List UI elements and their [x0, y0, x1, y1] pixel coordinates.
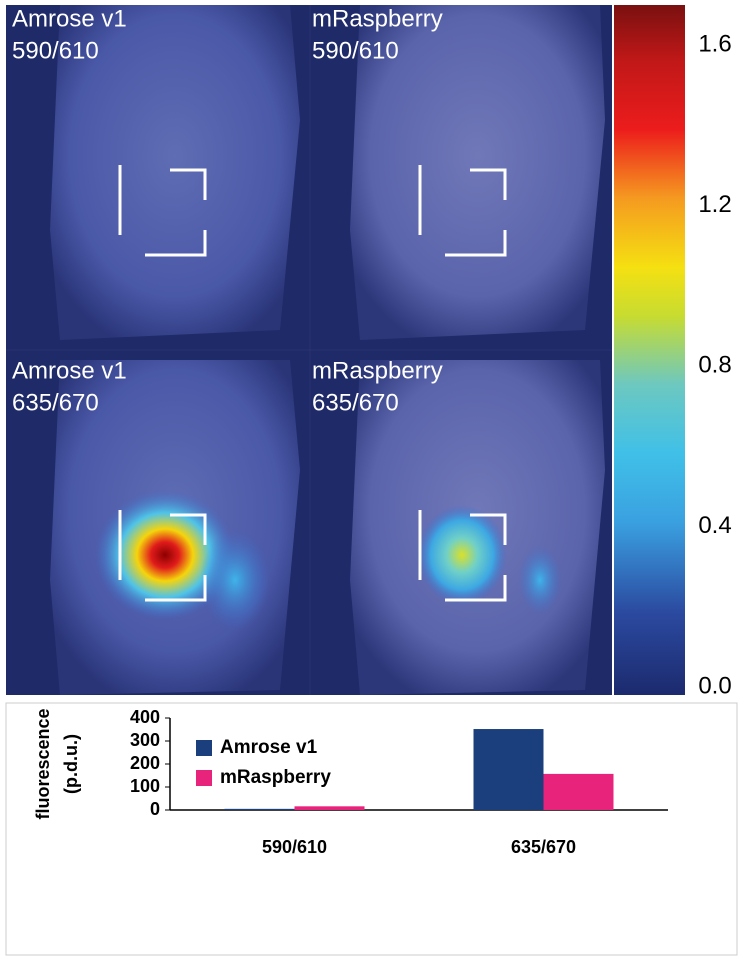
- panel-label: mRaspberry: [312, 5, 443, 32]
- bar: [224, 808, 295, 810]
- bar: [543, 773, 614, 810]
- y-tick-label: 400: [130, 707, 160, 727]
- legend-label: Amrose v1: [220, 737, 318, 758]
- chart-frame: [5, 702, 738, 956]
- panel-label: 590/610: [12, 37, 99, 64]
- y-tick-label: 300: [130, 730, 160, 750]
- y-axis-label: fluorescence: [33, 708, 53, 819]
- bar: [294, 806, 365, 810]
- y-tick-label: 200: [130, 753, 160, 773]
- colorbar-tick-label: 0.8: [698, 351, 731, 378]
- y-axis-label: (p.d.u.): [61, 734, 81, 794]
- colorbar-tick-label: 1.2: [698, 191, 731, 218]
- panel-label: 635/670: [12, 389, 99, 416]
- colorbar: [614, 5, 685, 695]
- colorbar-tick-label: 0.0: [698, 672, 731, 699]
- legend-swatch: [196, 740, 212, 756]
- legend-swatch: [196, 770, 212, 786]
- x-tick-label: 635/670: [511, 837, 576, 857]
- colorbar-tick-label: 0.4: [698, 512, 731, 539]
- panel-label: 635/670: [312, 389, 399, 416]
- y-tick-label: 0: [150, 799, 160, 819]
- panel-label: mRaspberry: [312, 357, 443, 384]
- x-tick-label: 590/610: [262, 837, 327, 857]
- panel-label: Amrose v1: [12, 5, 127, 32]
- bar: [473, 729, 544, 810]
- panel-label: Amrose v1: [12, 357, 127, 384]
- colorbar-tick-label: 1.6: [698, 30, 731, 57]
- legend-label: mRaspberry: [220, 767, 331, 788]
- image-grid: [6, 5, 612, 695]
- y-tick-label: 100: [130, 776, 160, 796]
- panel-label: 590/610: [312, 37, 399, 64]
